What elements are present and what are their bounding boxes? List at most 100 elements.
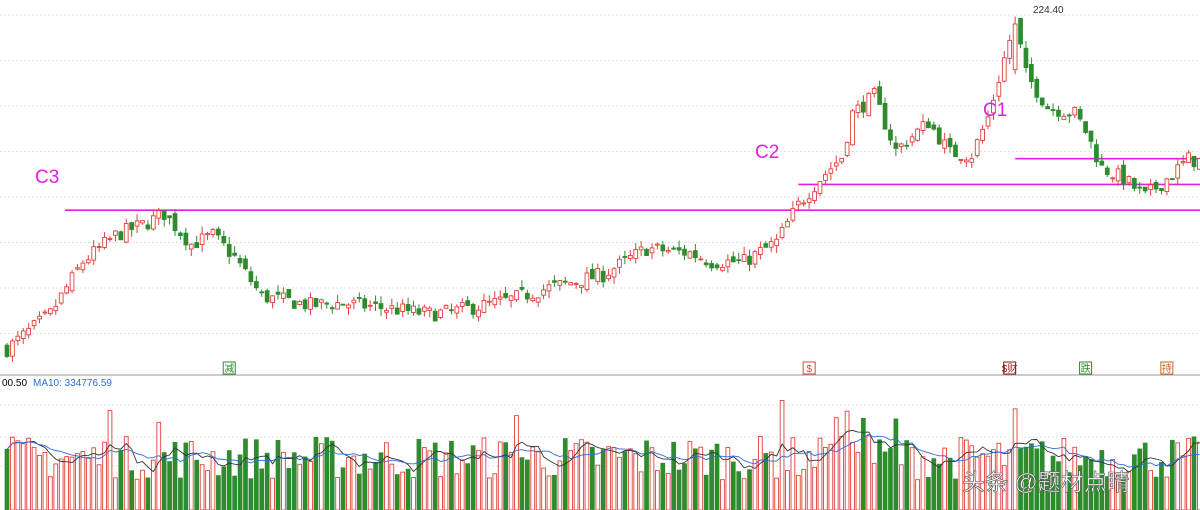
candle-body <box>785 221 790 228</box>
candle-body <box>329 307 335 310</box>
volume-bar <box>4 448 10 510</box>
candle-body <box>476 309 481 318</box>
volume-bar <box>183 442 189 510</box>
candle-body <box>638 246 644 251</box>
volume-bar <box>216 475 221 510</box>
event-marker-box <box>222 361 236 375</box>
volume-bar <box>221 466 227 510</box>
candle-body <box>579 285 584 288</box>
candle-body <box>31 320 37 327</box>
candle-body <box>270 295 275 303</box>
candle-body <box>1153 182 1159 190</box>
volume-bar <box>866 435 872 510</box>
volume-bar <box>871 462 877 510</box>
candle-body <box>167 215 172 219</box>
candle-body <box>790 208 796 221</box>
candle-body <box>730 256 736 263</box>
candle-body <box>373 301 378 304</box>
volume-bar <box>763 453 769 510</box>
volume-bar <box>167 461 172 510</box>
candle-body <box>291 300 297 309</box>
candle-body <box>882 102 888 130</box>
volume-bar <box>741 478 747 510</box>
volume-bar <box>947 457 953 510</box>
volume-bar <box>660 462 666 510</box>
candle-body <box>850 110 855 146</box>
volume-bar <box>308 460 313 510</box>
candle-body <box>779 227 785 239</box>
candle-body <box>725 259 731 268</box>
candle-body <box>91 246 97 261</box>
candle-body <box>248 271 254 283</box>
volume-bar <box>552 474 557 510</box>
candle-body <box>682 248 687 256</box>
volume-bar <box>665 473 671 510</box>
candle-body <box>590 268 595 280</box>
volume-bar <box>351 455 357 510</box>
volume-bar <box>514 415 519 510</box>
candle-body <box>264 290 270 303</box>
candle-body <box>367 304 373 307</box>
volume-bar <box>37 454 42 510</box>
volume-bar <box>69 456 75 510</box>
volume-bar <box>1132 454 1137 510</box>
volume-bar <box>178 477 183 510</box>
volume-bar <box>1169 439 1175 510</box>
candle-body <box>20 330 26 339</box>
level-lines <box>65 157 1200 211</box>
event-marker-label: 持 <box>1162 362 1172 375</box>
candle-body <box>302 299 308 310</box>
volume-bar <box>1110 459 1116 510</box>
event-marker-box <box>1079 361 1093 375</box>
candle-body <box>26 327 32 336</box>
volume-bar <box>1191 436 1197 510</box>
candle-body <box>839 157 845 163</box>
candle-body <box>237 257 243 264</box>
volume-bar <box>579 439 584 510</box>
candle-body <box>524 292 530 300</box>
candle-body <box>362 298 368 309</box>
volume-bar <box>454 473 460 510</box>
volume-bar <box>243 438 248 510</box>
candle-body <box>600 270 606 283</box>
candle-body <box>281 292 286 299</box>
volume-bar <box>432 442 438 510</box>
candle-body <box>980 128 985 141</box>
candle-body <box>671 247 677 250</box>
volume-bar <box>936 463 942 510</box>
volume-bar <box>259 468 265 510</box>
level-label-c2: C2 <box>755 142 779 163</box>
volume-bar <box>492 473 498 510</box>
volume-bar <box>123 436 129 510</box>
volume-bar <box>421 447 427 510</box>
volume-bar <box>557 460 563 510</box>
volume-bar <box>611 447 617 510</box>
candle-body <box>340 303 346 306</box>
volume-ma10-line <box>6 433 1200 468</box>
candle-body <box>953 144 958 158</box>
candle-body <box>573 283 579 285</box>
volume-bar <box>638 471 644 510</box>
event-marker-box <box>1003 361 1017 375</box>
candle-body <box>481 300 487 313</box>
candle-body <box>15 335 21 342</box>
volume-bar <box>953 478 958 510</box>
candle-body <box>763 243 769 248</box>
volume-bar <box>172 441 178 510</box>
candle-body <box>888 129 893 141</box>
candle-body <box>617 258 622 268</box>
candle-body <box>459 302 465 307</box>
candle-body <box>194 242 200 249</box>
candle-body <box>319 299 324 303</box>
candle-body <box>676 247 682 251</box>
candle-body <box>557 280 563 286</box>
volume-bar <box>974 456 980 510</box>
candle-body <box>552 280 557 283</box>
candle-body <box>584 272 590 291</box>
volume-bar <box>595 464 601 510</box>
candle-body <box>736 259 742 262</box>
volume-bar <box>10 436 15 510</box>
candle-body <box>497 296 503 300</box>
volume-bar <box>405 468 411 510</box>
volume-bar <box>996 442 1002 510</box>
